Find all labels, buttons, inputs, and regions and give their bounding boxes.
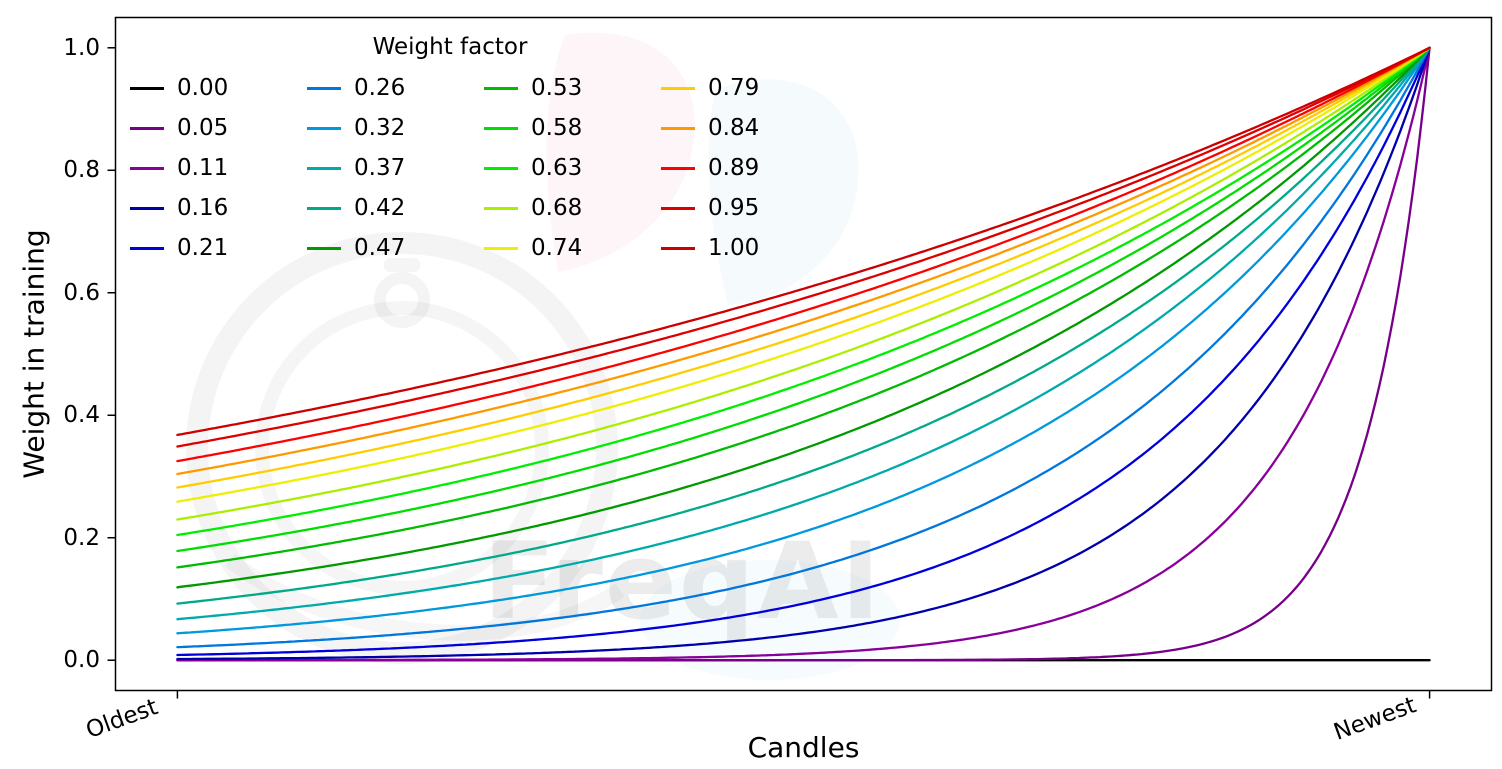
- legend-item-0.79: 0.79: [661, 68, 838, 108]
- legend-item-0.95: 0.95: [661, 188, 838, 228]
- y-tick-label: 0.4: [63, 402, 100, 429]
- curve-0.11: [176, 46, 1431, 662]
- legend-label: 0.74: [531, 235, 583, 261]
- curve-0.84: [176, 46, 1431, 476]
- legend-item-0.47: 0.47: [307, 228, 484, 268]
- legend-line-swatch: [130, 166, 164, 170]
- curve-0.16: [176, 46, 1431, 661]
- x-axis-label: Candles: [747, 731, 860, 764]
- legend-item-0.68: 0.68: [484, 188, 661, 228]
- legend-grid: 0.00 0.05 0.11 0.16 0.21 0.26 0.32 0.37 0.42 0.47…: [130, 68, 838, 268]
- freqai-watermark-logo: [186, 32, 900, 680]
- curve-0.74: [176, 46, 1431, 503]
- legend-line-swatch: [661, 126, 695, 130]
- legend-item-0.63: 0.63: [484, 148, 661, 188]
- legend-item-0.11: 0.11: [130, 148, 307, 188]
- legend-line-swatch: [661, 86, 695, 90]
- legend-label: 0.37: [354, 155, 406, 181]
- legend-line-swatch: [130, 126, 164, 130]
- legend-line-swatch: [307, 206, 341, 210]
- legend-label: 0.68: [531, 195, 583, 221]
- legend-item-1.00: 1.00: [661, 228, 838, 268]
- legend-line-swatch: [130, 86, 164, 90]
- y-tick-label: 1.0: [63, 34, 100, 61]
- legend-label: 1.00: [708, 235, 760, 261]
- y-tick-label: 0.6: [63, 279, 100, 306]
- legend-item-0.32: 0.32: [307, 108, 484, 148]
- legend-label: 0.26: [354, 75, 406, 101]
- legend-label: 0.32: [354, 115, 406, 141]
- axes-spines: [114, 16, 1493, 692]
- legend-label: 0.05: [177, 115, 229, 141]
- curve-0.21: [176, 46, 1431, 657]
- curve-0.26: [176, 46, 1431, 649]
- legend-item-0.58: 0.58: [484, 108, 661, 148]
- curve-0.89: [176, 46, 1431, 463]
- legend-label: 0.47: [354, 235, 406, 261]
- curve-0.63: [176, 46, 1431, 537]
- legend-item-0.26: 0.26: [307, 68, 484, 108]
- freqai-watermark-text: FreqAI: [483, 520, 883, 643]
- legend-item-0.89: 0.89: [661, 148, 838, 188]
- legend-label: 0.89: [708, 155, 760, 181]
- legend-label: 0.95: [708, 195, 760, 221]
- y-tick-label: 0.2: [63, 524, 100, 551]
- curve-0.79: [176, 46, 1431, 489]
- curve-0.32: [176, 46, 1431, 635]
- legend: Weight factor 0.00 0.05 0.11 0.16 0.21 0.26 0.…: [130, 34, 838, 268]
- legend-item-0.05: 0.05: [130, 108, 307, 148]
- legend-label: 0.84: [708, 115, 760, 141]
- legend-item-0.21: 0.21: [130, 228, 307, 268]
- legend-label: 0.16: [177, 195, 229, 221]
- legend-item-0.74: 0.74: [484, 228, 661, 268]
- legend-label: 0.53: [531, 75, 583, 101]
- y-axis-label: Weight in training: [17, 229, 51, 479]
- legend-line-swatch: [130, 206, 164, 210]
- y-tick-label: 0.8: [63, 157, 100, 184]
- curve-0.68: [176, 46, 1431, 521]
- legend-line-swatch: [661, 166, 695, 170]
- legend-item-0.42: 0.42: [307, 188, 484, 228]
- legend-label: 0.58: [531, 115, 583, 141]
- curve-0.37: [176, 46, 1431, 621]
- legend-line-swatch: [484, 206, 518, 210]
- legend-label: 0.21: [177, 235, 229, 261]
- legend-item-0.37: 0.37: [307, 148, 484, 188]
- curve-0.58: [176, 46, 1431, 553]
- legend-label: 0.11: [177, 155, 229, 181]
- legend-line-swatch: [484, 86, 518, 90]
- legend-item-0.00: 0.00: [130, 68, 307, 108]
- legend-item-0.84: 0.84: [661, 108, 838, 148]
- legend-line-swatch: [484, 246, 518, 250]
- y-tick-label: 0.0: [63, 647, 100, 674]
- legend-line-swatch: [661, 246, 695, 250]
- legend-line-swatch: [307, 126, 341, 130]
- curve-0.42: [176, 46, 1431, 605]
- legend-label: 0.79: [708, 75, 760, 101]
- legend-line-swatch: [307, 166, 341, 170]
- legend-label: 0.00: [177, 75, 229, 101]
- legend-line-swatch: [130, 246, 164, 250]
- legend-item-0.53: 0.53: [484, 68, 661, 108]
- legend-line-swatch: [661, 206, 695, 210]
- legend-label: 0.63: [531, 155, 583, 181]
- legend-item-0.16: 0.16: [130, 188, 307, 228]
- legend-line-swatch: [307, 246, 341, 250]
- curve-0.47: [176, 46, 1431, 589]
- legend-label: 0.42: [354, 195, 406, 221]
- curve-1.00: [176, 46, 1431, 437]
- legend-line-swatch: [307, 86, 341, 90]
- curve-0.53: [176, 46, 1431, 569]
- legend-line-swatch: [484, 126, 518, 130]
- curve-0.95: [176, 46, 1431, 448]
- legend-line-swatch: [484, 166, 518, 170]
- legend-title: Weight factor: [372, 34, 528, 60]
